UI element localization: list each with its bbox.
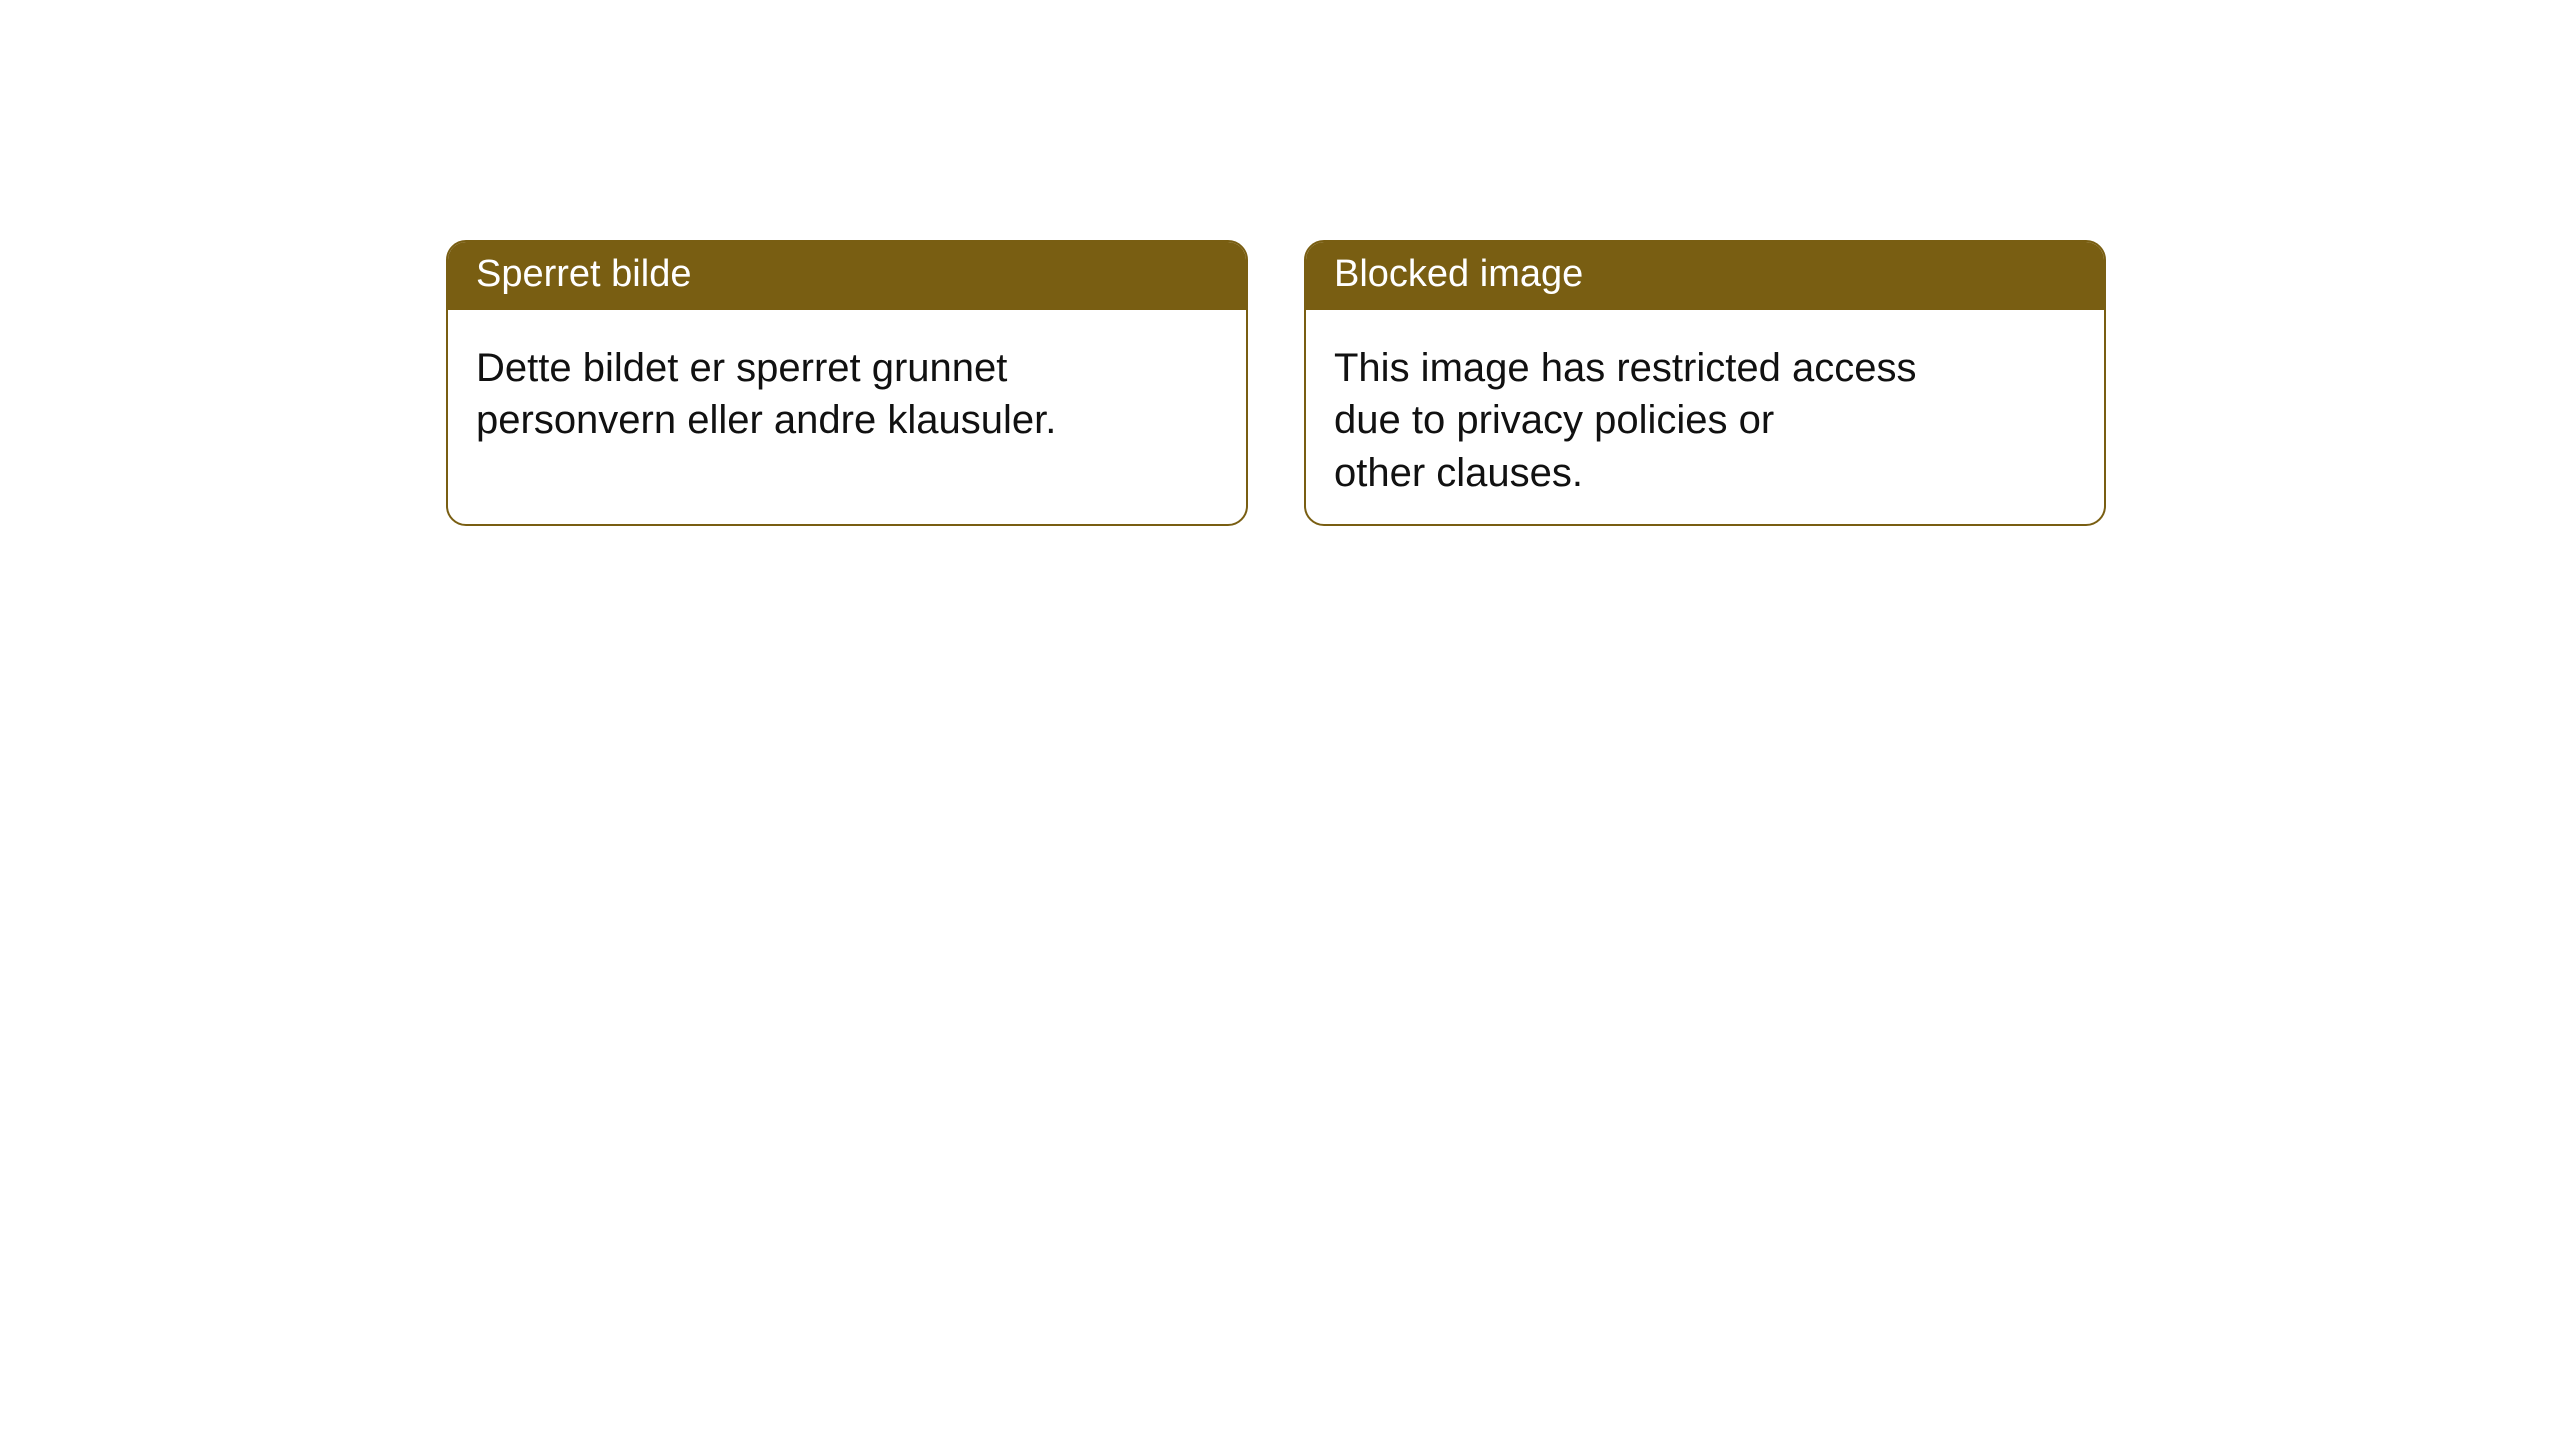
notice-card-body: Dette bildet er sperret grunnet personve…	[448, 310, 1246, 522]
notice-card-title: Blocked image	[1306, 242, 2104, 310]
notice-card-norwegian: Sperret bilde Dette bildet er sperret gr…	[446, 240, 1248, 526]
notice-card-title: Sperret bilde	[448, 242, 1246, 310]
notice-card-body: This image has restricted access due to …	[1306, 310, 2104, 524]
notice-cards-row: Sperret bilde Dette bildet er sperret gr…	[0, 0, 2560, 526]
notice-card-english: Blocked image This image has restricted …	[1304, 240, 2106, 526]
